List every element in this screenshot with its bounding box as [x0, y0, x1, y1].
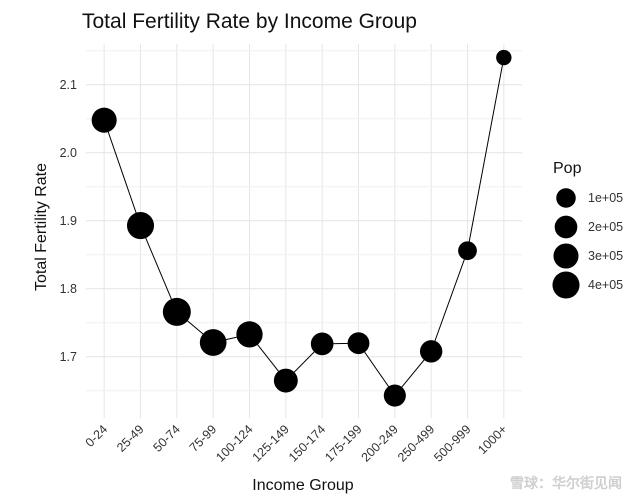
chart-title: Total Fertility Rate by Income Group: [82, 10, 417, 33]
legend-label: 1e+05: [588, 191, 623, 205]
y-axis-title: Total Fertility Rate: [33, 163, 50, 291]
x-tick-label: 0-24: [83, 422, 111, 450]
x-tick-label: 125-149: [250, 422, 292, 464]
data-point: [91, 107, 117, 133]
data-point: [162, 297, 191, 326]
data-point: [496, 49, 512, 66]
data-point: [273, 368, 298, 393]
legend: Pop 1e+05 2e+05 3e+05 4e+05: [552, 160, 623, 299]
data-point: [236, 321, 263, 348]
x-tick-label: 150-174: [286, 422, 328, 464]
x-tick-label: 75-99: [187, 422, 220, 455]
y-tick-label: 1.7: [60, 350, 77, 364]
legend-label: 3e+05: [588, 249, 623, 263]
data-point: [199, 329, 227, 356]
data-point: [458, 241, 477, 261]
x-tick-label: 200-249: [359, 422, 401, 464]
legend-key: [552, 271, 580, 299]
legend-key: [553, 243, 579, 269]
x-tick-label: 250-499: [395, 422, 437, 464]
data-point: [126, 212, 155, 240]
x-tick-label: 1000+: [475, 422, 510, 457]
x-axis-title: Income Group: [252, 477, 353, 494]
legend-key: [556, 188, 576, 208]
data-point: [383, 384, 406, 407]
data-point: [419, 340, 443, 363]
series-line: [103, 57, 505, 397]
x-tick-label: 175-199: [322, 422, 364, 464]
y-tick-label: 1.9: [60, 214, 77, 228]
data-point: [310, 332, 334, 356]
legend-key: [554, 215, 578, 239]
legend-label: 2e+05: [588, 220, 623, 234]
x-tick-label: 100-124: [213, 422, 255, 464]
grid: [86, 44, 522, 418]
y-tick-label: 2.0: [60, 146, 77, 160]
legend-title: Pop: [553, 160, 582, 177]
x-axis-ticks: 0-24 25-49 50-74 75-99100-124125-149150-174…: [83, 422, 510, 464]
y-axis-ticks: 1.7 1.8 1.9 2.0 2.1: [60, 78, 77, 364]
y-tick-label: 2.1: [60, 78, 77, 92]
watermark: 雪球：华尔街见闻: [510, 475, 622, 491]
series: [91, 49, 512, 407]
x-tick-label: 25-49: [114, 422, 147, 455]
x-tick-label: 50-74: [150, 422, 183, 455]
data-point: [347, 332, 370, 355]
y-tick-label: 1.8: [60, 282, 77, 296]
x-tick-label: 500-999: [431, 422, 473, 464]
legend-label: 4e+05: [588, 278, 623, 292]
